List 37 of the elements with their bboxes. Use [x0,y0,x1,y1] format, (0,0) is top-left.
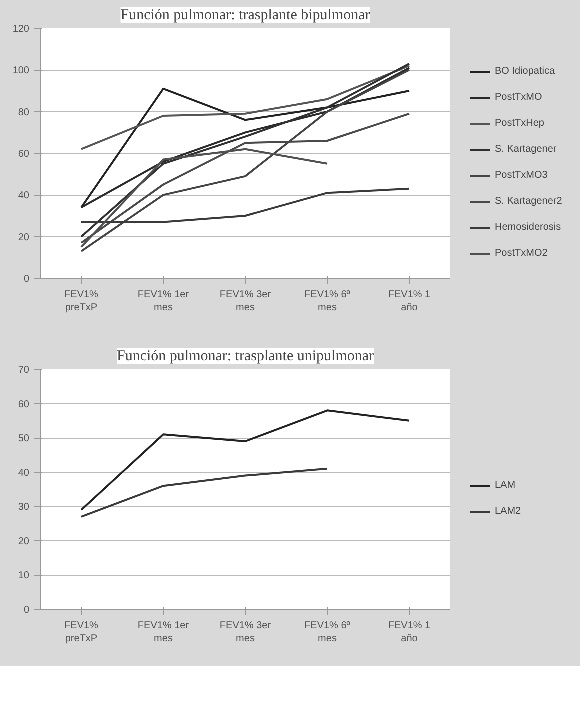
x-tick-label: FEV1% preTxP [64,620,99,645]
legend-label: Hemosiderosis [495,222,562,233]
y-tick-label: 0 [24,605,30,616]
legend-label: LAM [495,480,516,491]
y-tick-label: 50 [18,434,30,445]
y-tick-label: 30 [18,502,30,514]
y-tick-label: 70 [18,365,30,376]
x-tick-label: FEV1% 1 año [388,620,432,645]
legend-label: PostTxMO3 [495,170,548,181]
y-tick-label: 60 [18,149,30,160]
legend-label: S. Kartagener [495,144,557,155]
legend-label: S. Kartagener2 [495,196,562,207]
y-tick-label: 0 [24,274,30,285]
legend-label: LAM2 [495,506,522,517]
legend-label: PostTxMO2 [495,248,548,259]
y-tick-label: 20 [18,536,30,548]
y-tick-label: 60 [18,399,30,410]
legend-label: BO Idiopatica [495,66,556,77]
y-tick-label: 80 [18,107,30,118]
x-tick-label: FEV1% 6º mes [304,290,351,314]
x-tick-label: FEV1% 3er mes [220,620,272,645]
y-tick-label: 120 [12,24,30,35]
y-tick-label: 10 [18,570,30,582]
x-tick-label: FEV1% 1er mes [138,290,190,314]
x-tick-label: FEV1% 6º mes [304,620,351,645]
x-tick-label: FEV1% 1 año [388,290,432,314]
x-tick-label: FEV1% preTxP [64,290,99,314]
chart-title: Función pulmonar: trasplante unipulmonar [116,348,374,364]
y-tick-label: 100 [12,66,30,77]
chart-title: Función pulmonar: trasplante bipulmonar [120,8,370,24]
x-tick-label: FEV1% 1er mes [138,620,190,645]
legend-label: PostTxHep [495,118,544,129]
y-tick-label: 20 [18,232,30,244]
y-tick-label: 40 [18,190,30,202]
legend-label: PostTxMO [495,92,542,103]
x-tick-label: FEV1% 3er mes [220,290,272,314]
y-tick-label: 40 [18,468,30,479]
